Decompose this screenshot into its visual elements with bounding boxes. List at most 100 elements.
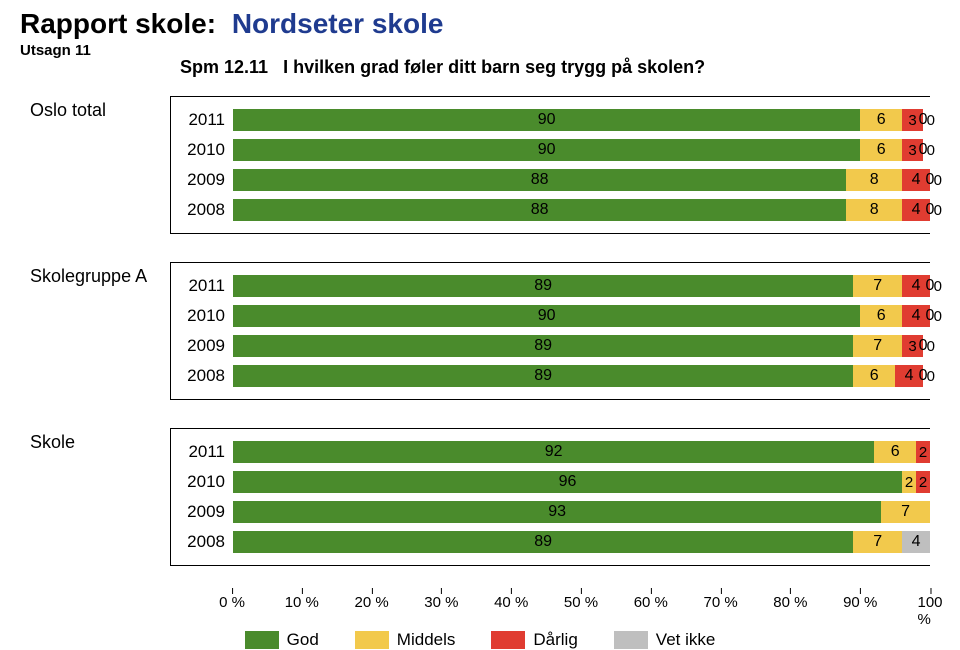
legend-swatch-god [245,631,279,649]
legend-swatch-vetikke [614,631,648,649]
bar-row: 2009897300 [171,333,930,359]
axis-tick: 30 % [424,594,458,611]
legend-item-vetikke: Vet ikke [614,630,716,650]
year-label: 2009 [171,170,233,190]
stacked-bar: 906300 [233,109,930,131]
axis-tick: 100 % [917,594,942,628]
axis-tick: 20 % [354,594,388,611]
bar-segment-middels: 6 [860,109,902,131]
year-label: 2008 [171,366,233,386]
bar-segment-middels: 6 [860,139,902,161]
bar-segment-middels: 7 [853,335,902,357]
legend-label-vetikke: Vet ikke [656,630,716,650]
bar-segment-god: 89 [233,531,853,553]
bar-row: 2008888400 [171,197,930,223]
year-label: 2011 [171,442,233,462]
stacked-bar: 906300 [233,139,930,161]
group-bars: 2011926220109622200993720088974 [170,428,930,566]
axis-tick: 0 % [219,594,245,611]
chart-group: Skolegruppe A201189740020109064002009897… [30,262,930,400]
axis-tick: 40 % [494,594,528,611]
legend-item-god: God [245,630,319,650]
bar-segment-middels: 7 [853,275,902,297]
year-label: 2011 [171,110,233,130]
question-text: I hvilken grad føler ditt barn seg trygg… [283,57,705,77]
bar-row: 20109622 [171,469,930,495]
axis-tick: 90 % [843,594,877,611]
bar-row: 2010906300 [171,137,930,163]
bar-segment-middels: 7 [881,501,930,523]
bar-segment-god: 90 [233,139,860,161]
year-label: 2008 [171,532,233,552]
stacked-bar: 896400 [233,365,930,387]
chart-groups: Oslo total201190630020109063002009888400… [30,96,930,566]
bar-segment-god: 88 [233,199,846,221]
bar-segment-god: 88 [233,169,846,191]
axis-tick: 50 % [564,594,598,611]
axis-tick: 80 % [773,594,807,611]
bar-row: 2010906400 [171,303,930,329]
year-label: 2009 [171,502,233,522]
question-line: Spm 12.11 I hvilken grad føler ditt barn… [180,57,940,78]
group-label: Oslo total [30,96,170,121]
plot-area: 2011897400201090640020098973002008896400 [170,262,930,400]
group-label: Skolegruppe A [30,262,170,287]
bar-segment-middels: 6 [860,305,902,327]
axis-tick: 10 % [285,594,319,611]
bar-segment-middels: 8 [846,199,902,221]
bar-row: 2008896400 [171,363,930,389]
legend-label-darlig: Dårlig [533,630,577,650]
bar-segment-middels: 6 [853,365,895,387]
stacked-bar: 8974 [233,531,930,553]
group-label: Skole [30,428,170,453]
bar-segment-god: 92 [233,441,874,463]
stacked-bar: 888400 [233,199,930,221]
chart-group: Oslo total201190630020109063002009888400… [30,96,930,234]
bar-segment-vetikke: 4 [902,531,930,553]
bar-segment-god: 89 [233,335,853,357]
title-prefix: Rapport skole: [20,8,216,39]
bar-segment-middels: 2 [902,471,916,493]
stacked-bar: 937 [233,501,930,523]
page-title: Rapport skole: Nordseter skole [20,8,940,40]
chart-group: Skole2011926220109622200993720088974 [30,428,930,566]
bar-segment-darlig: 2 [916,471,930,493]
legend-label-god: God [287,630,319,650]
bar-segment-god: 89 [233,365,853,387]
legend-item-middels: Middels [355,630,456,650]
stacked-bar: 897300 [233,335,930,357]
legend-swatch-darlig [491,631,525,649]
bar-segment-god: 93 [233,501,881,523]
legend: God Middels Dårlig Vet ikke [30,630,930,650]
year-label: 2011 [171,276,233,296]
bar-segment-god: 89 [233,275,853,297]
stacked-bar: 888400 [233,169,930,191]
legend-swatch-middels [355,631,389,649]
axis-tick: 60 % [634,594,668,611]
year-label: 2010 [171,140,233,160]
year-label: 2008 [171,200,233,220]
group-bars: 2011906300201090630020098884002008888400 [170,96,930,234]
year-label: 2009 [171,336,233,356]
bar-segment-middels: 7 [853,531,902,553]
bar-row: 2011897400 [171,273,930,299]
page: Rapport skole: Nordseter skole Utsagn 11… [0,0,960,643]
year-label: 2010 [171,472,233,492]
question-code: Spm 12.11 [180,57,268,77]
plot-area: 2011906300201090630020098884002008888400 [170,96,930,234]
stacked-bar: 906400 [233,305,930,327]
bar-row: 20119262 [171,439,930,465]
bar-segment-middels: 8 [846,169,902,191]
bar-segment-god: 90 [233,109,860,131]
legend-item-darlig: Dårlig [491,630,577,650]
bar-segment-god: 96 [233,471,902,493]
bar-row: 2009937 [171,499,930,525]
year-label: 2010 [171,306,233,326]
bar-segment-darlig: 2 [916,441,930,463]
legend-label-middels: Middels [397,630,456,650]
stacked-bar: 9622 [233,471,930,493]
bar-segment-god: 90 [233,305,860,327]
stacked-bar: 9262 [233,441,930,463]
stacked-bar: 897400 [233,275,930,297]
x-axis: 0 %10 %20 %30 %40 %50 %60 %70 %80 %90 %1… [232,594,930,620]
